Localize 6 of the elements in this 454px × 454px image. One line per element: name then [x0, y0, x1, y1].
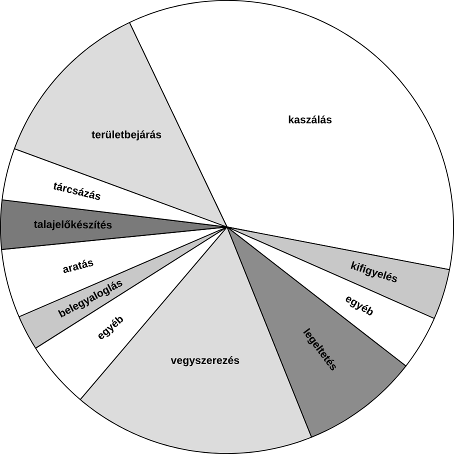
slice-label: talajelőkészítés — [34, 220, 112, 230]
slice-label: kaszálás — [288, 115, 332, 124]
slice-label: tárcsázás — [54, 182, 100, 200]
slice-label: vegyszerezés — [170, 356, 240, 366]
slice-label: aratás — [63, 260, 94, 273]
slice-label: területbejárás — [92, 130, 162, 140]
